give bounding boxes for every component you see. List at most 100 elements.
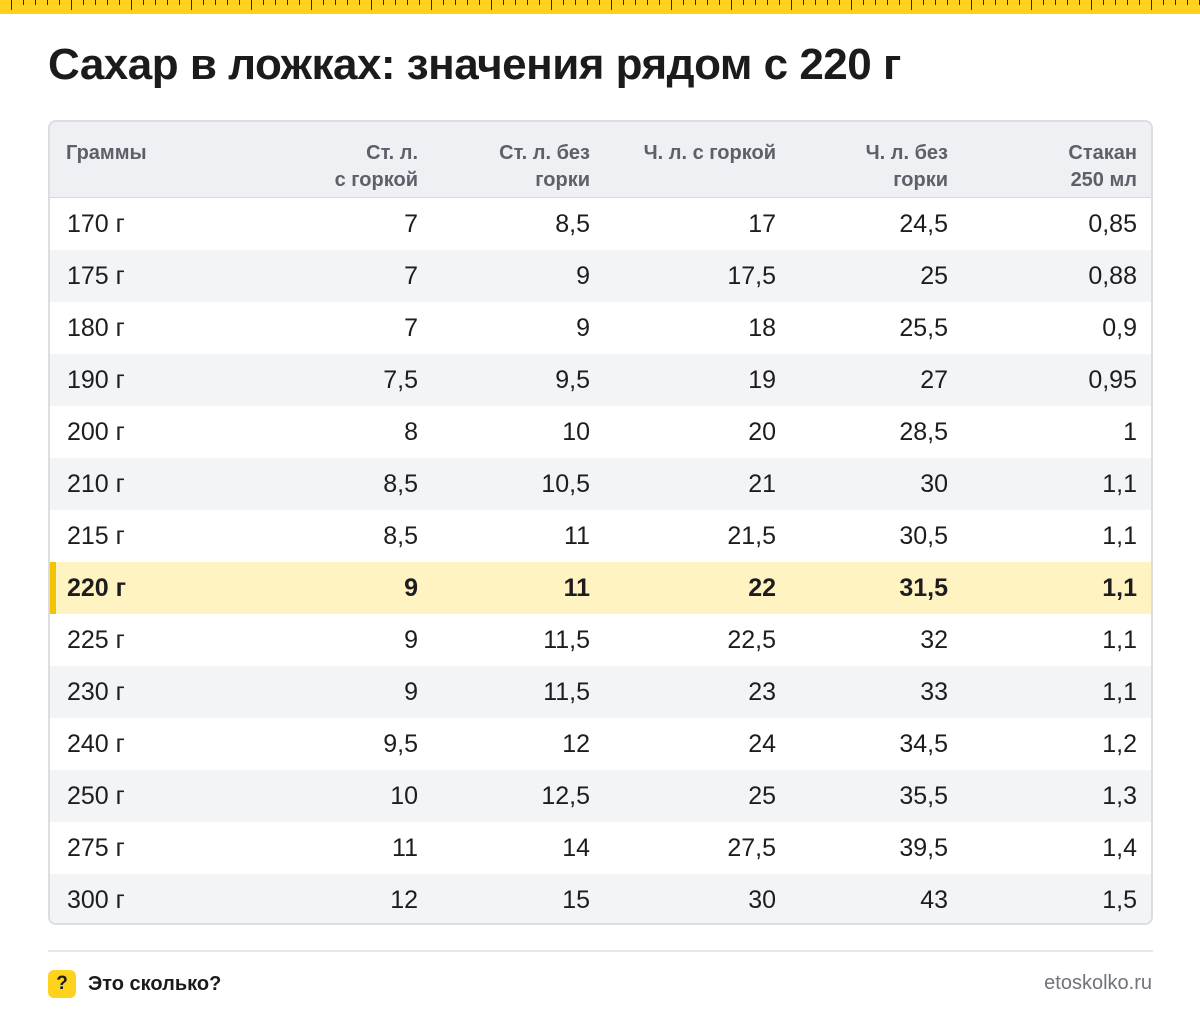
value-cell: 25	[920, 262, 948, 290]
value-cell: 28,5	[899, 418, 948, 446]
value-cell: 8,5	[383, 522, 418, 550]
grams-cell: 175 г	[67, 262, 125, 290]
value-cell: 30	[748, 886, 776, 914]
value-cell: 8,5	[383, 470, 418, 498]
value-cell: 11	[392, 834, 418, 862]
value-cell: 9	[576, 314, 590, 342]
value-cell: 24	[748, 730, 776, 758]
value-cell: 0,88	[1088, 262, 1137, 290]
value-cell: 33	[920, 678, 948, 706]
grams-cell: 225 г	[67, 626, 125, 654]
brand-name: Это сколько?	[88, 972, 222, 995]
value-cell: 19	[748, 366, 776, 394]
grams-cell: 180 г	[67, 314, 125, 342]
question-badge-icon: ?	[48, 970, 76, 998]
value-cell: 11,5	[543, 626, 590, 654]
column-header: Ст. л. с горкой	[275, 122, 418, 197]
table-body: 170 г 7 8,5 17 24,5 0,85 175 г 7 9 17,5 25 0,88 180 …	[50, 198, 1151, 923]
grams-cell: 190 г	[67, 366, 125, 394]
value-cell: 25,5	[899, 314, 948, 342]
value-cell: 7	[404, 262, 418, 290]
value-cell: 7	[404, 314, 418, 342]
table-row-highlighted: 220 г 9 11 22 31,5 1,1	[50, 562, 1151, 614]
grams-cell: 200 г	[67, 418, 125, 446]
value-cell: 34,5	[899, 730, 948, 758]
table-row: 170 г 7 8,5 17 24,5 0,85	[50, 198, 1151, 250]
column-header: Ч. л. с горкой	[590, 122, 776, 197]
value-cell: 9	[576, 262, 590, 290]
grams-cell: 230 г	[67, 678, 125, 706]
grams-cell: 210 г	[67, 470, 125, 498]
value-cell: 11	[564, 522, 590, 550]
column-header-line: Граммы	[66, 142, 147, 164]
column-header-line: горки	[535, 169, 590, 191]
value-cell: 0,95	[1088, 366, 1137, 394]
column-header-line: горки	[893, 169, 948, 191]
value-cell: 10	[562, 418, 590, 446]
grams-cell: 275 г	[67, 834, 125, 862]
value-cell: 35,5	[899, 782, 948, 810]
value-cell: 21,5	[727, 522, 776, 550]
value-cell: 0,9	[1102, 314, 1137, 342]
brand: ? Это сколько?	[48, 970, 221, 998]
value-cell: 17	[748, 210, 776, 238]
column-header-line: Стакан	[1068, 142, 1137, 164]
value-cell: 7	[404, 210, 418, 238]
value-cell: 1,1	[1102, 522, 1137, 550]
column-header: Ч. л. без горки	[776, 122, 948, 197]
column-header-line: Ч. л. с горкой	[643, 142, 776, 164]
value-cell: 18	[748, 314, 776, 342]
table-row: 210 г 8,5 10,5 21 30 1,1	[50, 458, 1151, 510]
value-cell: 1,4	[1102, 834, 1137, 862]
value-cell: 23	[748, 678, 776, 706]
value-cell: 1,1	[1102, 626, 1137, 654]
value-cell: 22,5	[727, 626, 776, 654]
table-row: 180 г 7 9 18 25,5 0,9	[50, 302, 1151, 354]
value-cell: 11	[563, 574, 590, 602]
value-cell: 9	[404, 626, 418, 654]
value-cell: 27,5	[727, 834, 776, 862]
table-row: 275 г 11 14 27,5 39,5 1,4	[50, 822, 1151, 874]
value-cell: 12,5	[541, 782, 590, 810]
value-cell: 10,5	[541, 470, 590, 498]
table-row: 250 г 10 12,5 25 35,5 1,3	[50, 770, 1151, 822]
table-row: 190 г 7,5 9,5 19 27 0,95	[50, 354, 1151, 406]
value-cell: 12	[562, 730, 590, 758]
table-row: 240 г 9,5 12 24 34,5 1,2	[50, 718, 1151, 770]
value-cell: 39,5	[899, 834, 948, 862]
value-cell: 14	[562, 834, 590, 862]
value-cell: 27	[920, 366, 948, 394]
value-cell: 22	[748, 574, 776, 602]
column-header-line: Ч. л. без	[865, 142, 948, 164]
value-cell: 24,5	[899, 210, 948, 238]
value-cell: 1,1	[1102, 470, 1137, 498]
table-row: 225 г 9 11,5 22,5 32 1,1	[50, 614, 1151, 666]
table-header: Граммы Ст. л. с горкой Ст. л. без горки Ч. л.…	[50, 122, 1151, 198]
value-cell: 7,5	[383, 366, 418, 394]
column-header-line: Ст. л.	[366, 142, 418, 164]
grams-cell: 170 г	[67, 210, 125, 238]
table-row: 200 г 8 10 20 28,5 1	[50, 406, 1151, 458]
value-cell: 21	[748, 470, 776, 498]
value-cell: 1,1	[1102, 678, 1137, 706]
column-header: Стакан 250 мл	[948, 122, 1137, 197]
value-cell: 1	[1123, 418, 1137, 446]
value-cell: 20	[748, 418, 776, 446]
value-cell: 30	[920, 470, 948, 498]
site-url: etoskolko.ru	[1044, 972, 1152, 994]
table-row: 215 г 8,5 11 21,5 30,5 1,1	[50, 510, 1151, 562]
value-cell: 11,5	[543, 678, 590, 706]
column-header: Ст. л. без горки	[418, 122, 590, 197]
ruler-strip	[0, 0, 1200, 14]
value-cell: 8,5	[555, 210, 590, 238]
column-header-line: 250 мл	[1070, 169, 1137, 191]
value-cell: 9	[404, 678, 418, 706]
table-row: 300 г 12 15 30 43 1,5	[50, 874, 1151, 923]
grams-cell: 215 г	[67, 522, 125, 550]
value-cell: 32	[920, 626, 948, 654]
value-cell: 12	[390, 886, 418, 914]
column-header: Граммы	[50, 122, 275, 197]
table-row: 175 г 7 9 17,5 25 0,88	[50, 250, 1151, 302]
value-cell: 9,5	[555, 366, 590, 394]
footer-divider	[48, 950, 1153, 952]
